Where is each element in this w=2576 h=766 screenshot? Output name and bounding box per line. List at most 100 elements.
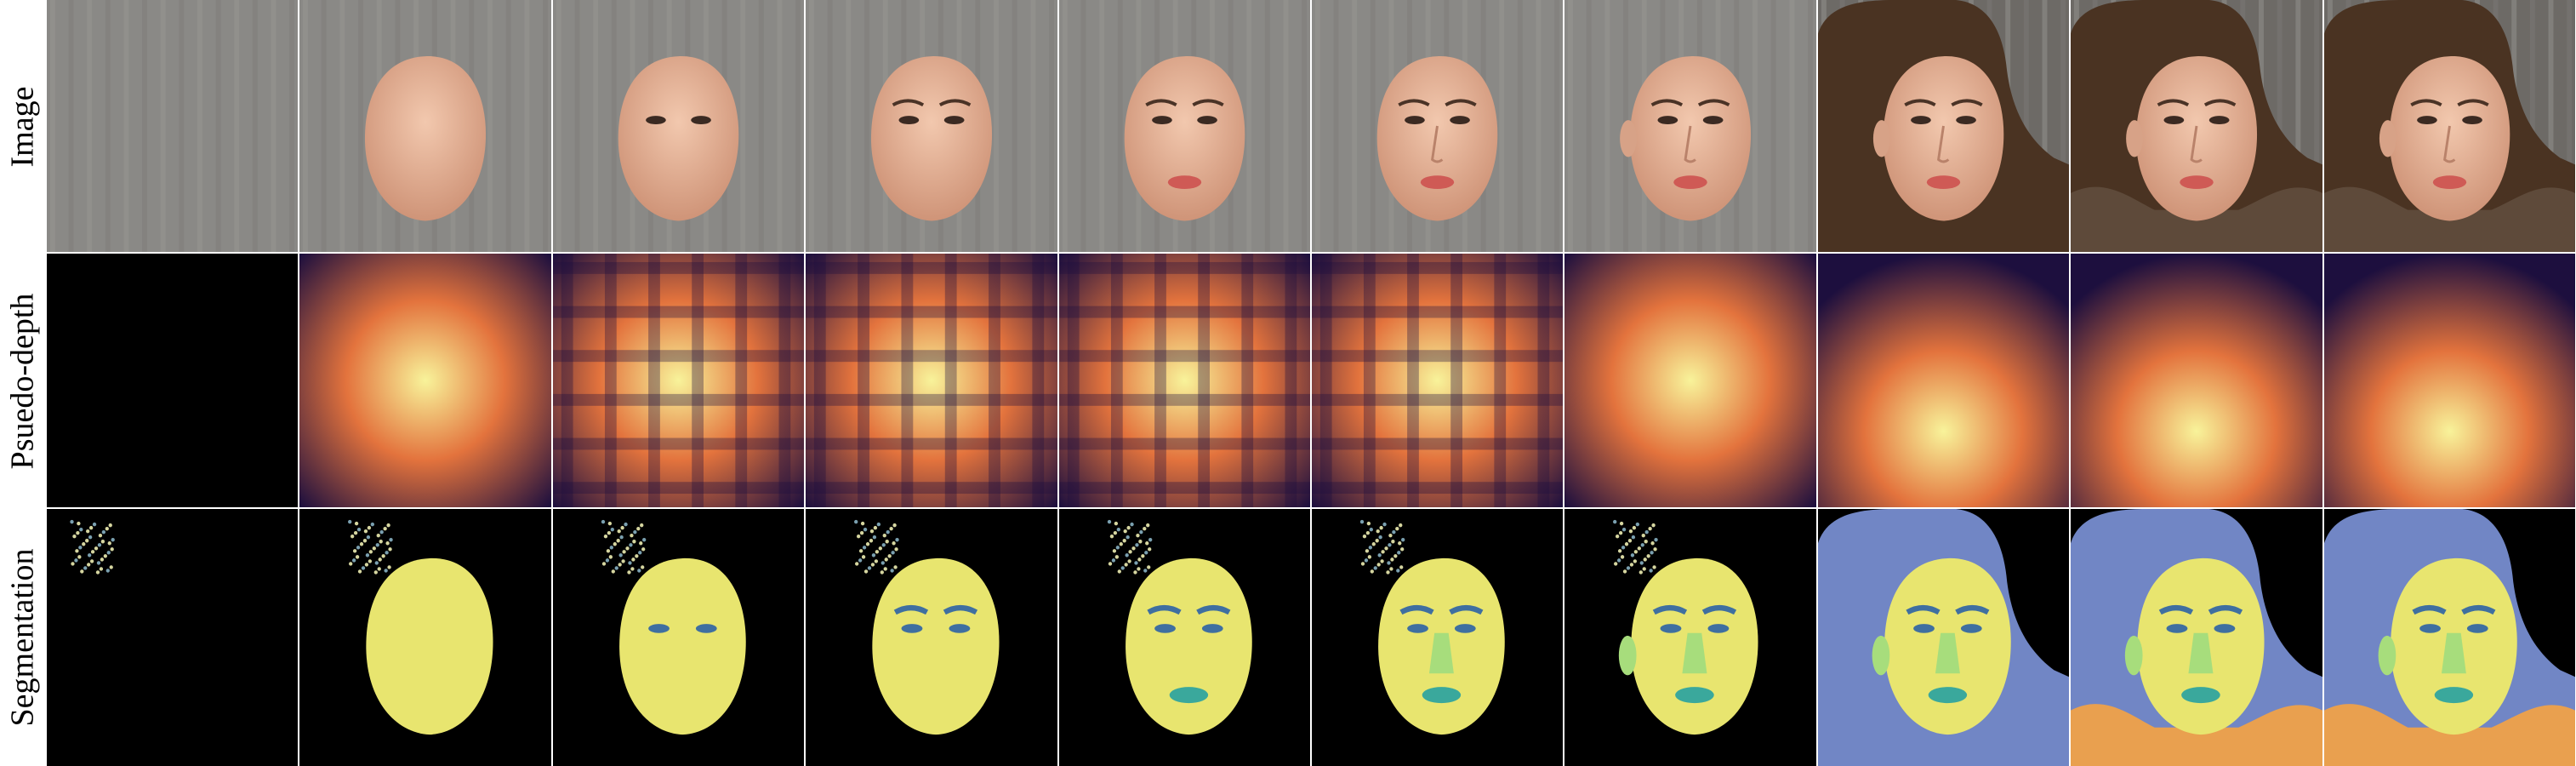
- depth-artifact: [806, 437, 1057, 450]
- background-texture: [524, 0, 530, 252]
- seg-noise: [1644, 540, 1648, 544]
- seg-left-eyebrow: [2158, 604, 2194, 615]
- seg-noise: [854, 519, 858, 524]
- seg-noise: [627, 570, 631, 574]
- depth-artifact: [1537, 254, 1550, 507]
- depth-map: [299, 254, 551, 507]
- nose: [2190, 125, 2203, 163]
- seg-noise: [1143, 526, 1147, 531]
- background-texture: [1012, 0, 1017, 252]
- seg-noise: [607, 521, 613, 526]
- seg-noise: [610, 527, 614, 532]
- depth-artifact: [806, 350, 1057, 363]
- seg-noise: [82, 542, 86, 546]
- seg-noise: [617, 529, 621, 534]
- seg-noise: [375, 543, 379, 547]
- lips: [1420, 175, 1455, 189]
- seg-noise: [856, 534, 861, 539]
- seg-noise: [348, 519, 352, 524]
- seg-noise: [629, 543, 633, 547]
- seg-noise: [642, 538, 647, 542]
- background-texture: [593, 0, 599, 252]
- seg-right-eyebrow: [1196, 604, 1231, 615]
- seg-noise: [865, 542, 870, 546]
- seg-noise: [111, 538, 115, 542]
- seg-noise: [1148, 538, 1153, 542]
- seg-noise: [867, 566, 872, 570]
- panel-image-col-3: [553, 0, 804, 252]
- depth-artifact: [1198, 254, 1210, 507]
- depth-map: [1059, 254, 1310, 507]
- right-eyebrow: [2457, 99, 2489, 107]
- seg-ear: [2124, 635, 2143, 676]
- background-texture: [1536, 0, 1542, 252]
- seg-noise: [354, 521, 359, 526]
- background-texture: [1789, 0, 1795, 252]
- seg-noise: [882, 533, 886, 538]
- background-texture: [994, 0, 999, 252]
- right-eyebrow: [1445, 99, 1477, 107]
- seg-left-eye: [2166, 624, 2188, 633]
- seg-noise: [619, 535, 624, 540]
- background-texture: [1062, 0, 1068, 252]
- seg-noise: [616, 539, 620, 543]
- seg-noise: [1388, 533, 1393, 538]
- seg-noise: [372, 546, 376, 551]
- seg-noise: [350, 534, 355, 539]
- seg-noise: [1631, 535, 1636, 540]
- seg-noise: [1401, 538, 1405, 542]
- seg-noise: [1146, 523, 1150, 528]
- background-texture: [808, 0, 814, 252]
- seg-noise: [855, 562, 859, 566]
- depth-artifact: [901, 254, 914, 507]
- background-texture: [795, 0, 801, 252]
- background-texture: [1808, 0, 1814, 252]
- background-texture: [289, 0, 295, 252]
- seg-left-eye: [648, 624, 670, 633]
- seg-noise: [1650, 551, 1654, 555]
- panel-depth-col-5: [1059, 254, 1310, 507]
- depth-artifact: [1312, 350, 1563, 363]
- seg-face: [1126, 557, 1252, 735]
- seg-noise: [1112, 549, 1117, 553]
- panel-image-col-6: [1312, 0, 1563, 252]
- seg-noise: [624, 522, 628, 527]
- left-eyebrow: [1145, 99, 1177, 107]
- seg-noise: [1114, 521, 1119, 526]
- right-eyebrow: [1192, 99, 1224, 107]
- depth-artifact: [1059, 261, 1310, 274]
- left-eye: [2417, 116, 2437, 125]
- seg-noise: [622, 550, 626, 554]
- seg-noise: [1616, 558, 1621, 563]
- background-texture: [1080, 0, 1086, 252]
- seg-noise: [894, 547, 898, 552]
- seg-noise: [368, 559, 373, 563]
- seg-nose: [2441, 632, 2466, 674]
- seg-noise: [620, 525, 624, 530]
- right-eyebrow: [938, 99, 972, 107]
- depth-artifact: [1059, 350, 1310, 363]
- background-texture: [142, 0, 147, 252]
- seg-noise: [77, 521, 81, 526]
- seg-noise: [1642, 567, 1646, 571]
- panel-depth-col-9: [2071, 254, 2322, 507]
- ear: [2126, 120, 2143, 157]
- seg-noise: [1120, 566, 1125, 570]
- seg-noise: [1630, 553, 1635, 557]
- background-texture: [846, 0, 852, 252]
- nose: [1431, 125, 1444, 163]
- seg-noise: [892, 541, 896, 546]
- seg-noise: [1109, 534, 1114, 539]
- panel-segmentation-col-2: [299, 509, 551, 766]
- seg-noise: [1644, 529, 1649, 534]
- background-texture: [49, 0, 55, 252]
- panel-image-col-10: [2324, 0, 2575, 252]
- seg-noise: [101, 529, 106, 534]
- depth-artifact: [1067, 254, 1080, 507]
- seg-clothes: [2324, 704, 2575, 766]
- background-texture: [1283, 0, 1289, 252]
- panel-depth-col-10: [2324, 254, 2575, 507]
- depth-map: [1312, 254, 1563, 507]
- row-label-depth-text: Psuedo-depth: [4, 293, 40, 470]
- seg-noise: [108, 523, 112, 528]
